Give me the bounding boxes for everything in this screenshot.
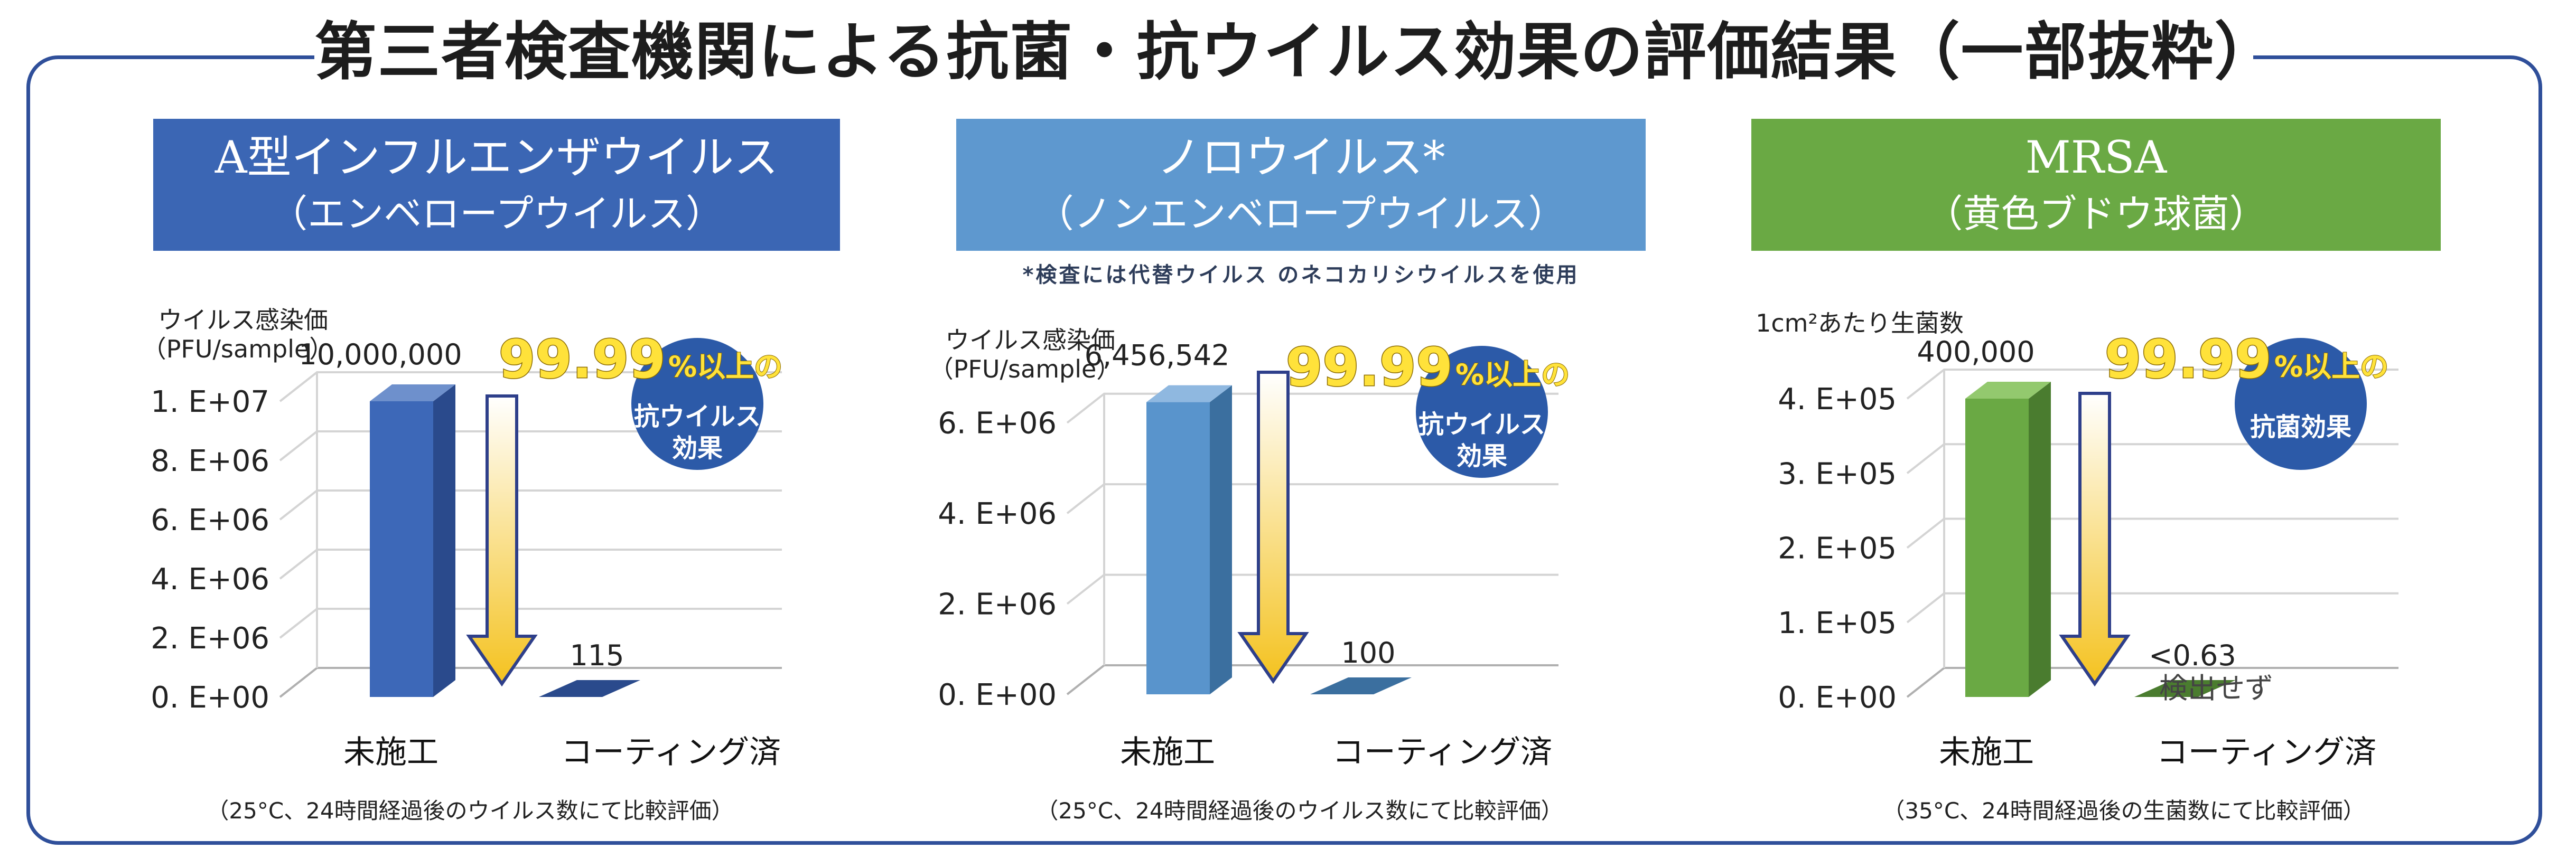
- down-arrow: [1237, 371, 1309, 684]
- evaluation-footnote: （35°C、24時間経過後の生菌数にて比較評価）: [1882, 798, 2365, 824]
- data-label: 6,456,542: [1085, 339, 1230, 372]
- bar-side: [1210, 385, 1232, 694]
- callout-suffix: %以上の: [1455, 358, 1570, 391]
- bar-top: [1146, 385, 1232, 402]
- gridline: [1066, 483, 1558, 514]
- bar-chart-mrsa: 0. E+00 1. E+05 2. E+05 3. E+05 4. E+05 1cm²あ…: [1756, 309, 2398, 824]
- bar-side: [2029, 382, 2051, 697]
- panel-header: ノロウイルス* （ノンエンベロープウイルス）: [956, 119, 1646, 251]
- y-tick-label: 0. E+00: [938, 678, 1057, 712]
- panel-influenza: A型インフルエンザウイルス （エンベロープウイルス） 0. E+00 2. E+0…: [137, 0, 946, 858]
- panel-header-line2: （ノンエンベロープウイルス）: [1035, 191, 1566, 236]
- gridline: [279, 489, 782, 521]
- callout-text-line1: 抗ウイルス: [634, 402, 761, 431]
- y-axis-label: ウイルス感染価: [158, 306, 328, 334]
- bar: [1310, 677, 1412, 694]
- panel-header-line1: ノロウイルス*: [1156, 131, 1445, 183]
- bar-side: [433, 384, 455, 697]
- down-arrow: [466, 394, 538, 687]
- category-label: 未施工: [343, 734, 438, 771]
- panel-header-line2: （エンベロープウイルス）: [269, 191, 724, 236]
- y-tick-label: 4. E+06: [151, 562, 269, 597]
- y-tick-label: 2. E+06: [938, 588, 1057, 622]
- panel-norovirus: ノロウイルス* （ノンエンベロープウイルス） *検査には代替ウイルス のネコカリ…: [909, 0, 1717, 858]
- callout-circle: [631, 338, 763, 470]
- bar: [370, 401, 433, 697]
- callout-text-line2: 効果: [1457, 441, 1507, 471]
- down-arrow: [2059, 392, 2131, 687]
- y-tick-label: 6. E+06: [938, 407, 1057, 441]
- panel-header-line2: （黄色ブドウ球菌）: [1925, 191, 2267, 236]
- y-tick-label: 2. E+06: [151, 621, 269, 656]
- callout-circle: [1416, 346, 1548, 478]
- gridline: [279, 549, 782, 580]
- baseline: [1066, 664, 1558, 695]
- y-tick-label: 8. E+06: [151, 444, 269, 478]
- bar: [1965, 399, 2029, 697]
- bar: [539, 680, 640, 697]
- callout-suffix: %以上の: [2274, 350, 2388, 383]
- callout-circle: [2235, 338, 2367, 470]
- data-label: <0.63: [2149, 639, 2236, 672]
- callout-suffix: %以上の: [668, 350, 782, 383]
- bar-top: [370, 384, 455, 401]
- category-label: コーティング済: [2157, 734, 2376, 771]
- y-tick-label: 1. E+07: [151, 385, 269, 419]
- panel-header: MRSA （黄色ブドウ球菌）: [1751, 119, 2441, 251]
- gridline: [279, 608, 782, 639]
- page-title: 第三者検査機関による抗菌・抗ウイルス効果の評価結果（一部抜粋）: [314, 4, 2276, 99]
- callout-number: 99.99: [1286, 336, 1453, 398]
- bar: [1146, 402, 1210, 694]
- y-axis-unit: （PFU/sample）: [929, 355, 1121, 383]
- evaluation-footnote: （25°C、24時間経過後のウイルス数にて比較評価）: [1036, 798, 1563, 824]
- data-label: 115: [570, 639, 624, 672]
- y-tick-label: 3. E+05: [1778, 457, 1897, 491]
- substitute-virus-note: *検査には代替ウイルス のネコカリシウイルスを使用: [1022, 263, 1580, 287]
- panel-mrsa: MRSA （黄色ブドウ球菌） 0. E+00 1. E+05 2. E+05 3. E…: [1701, 0, 2509, 858]
- data-label: 10,000,000: [298, 338, 462, 371]
- bar-chart-influenza: 0. E+00 2. E+06 4. E+06 6. E+06 8. E+06 1. E+…: [142, 306, 783, 824]
- data-label: 100: [1341, 636, 1395, 670]
- baseline: [279, 667, 782, 698]
- callout-text-line1: 抗ウイルス: [1418, 410, 1545, 439]
- panel-header-line1: MRSA: [2025, 131, 2167, 183]
- panel-header: A型インフルエンザウイルス （エンベロープウイルス）: [153, 119, 840, 251]
- category-label: 未施工: [1120, 734, 1215, 771]
- y-axis-label: 1cm²あたり生菌数: [1756, 309, 1964, 337]
- category-label: コーティング済: [1332, 734, 1552, 771]
- callout-text-line1: 抗菌効果: [2250, 412, 2351, 442]
- gridline: [1066, 573, 1558, 605]
- y-tick-label: 0. E+00: [151, 681, 269, 715]
- data-label-extra: 検出せず: [2159, 672, 2273, 705]
- callout-text-line2: 効果: [672, 433, 723, 463]
- y-axis-unit: （PFU/sample）: [142, 335, 334, 363]
- y-tick-label: 4. E+06: [938, 497, 1057, 531]
- y-tick-label: 1. E+05: [1778, 606, 1897, 640]
- y-tick-label: 6. E+06: [151, 503, 269, 538]
- evaluation-footnote: （25°C、24時間経過後のウイルス数にて比較評価）: [207, 798, 733, 824]
- y-tick-label: 0. E+00: [1778, 681, 1897, 715]
- bar: [2134, 680, 2236, 697]
- bar-top: [1965, 382, 2051, 399]
- y-axis-label: ウイルス感染価: [945, 326, 1115, 354]
- bar-chart-norovirus: 0. E+00 2. E+06 4. E+06 6. E+06 ウイルス感染価（PFU/…: [929, 326, 1570, 824]
- callout-number: 99.99: [2105, 328, 2272, 390]
- y-tick-label: 4. E+05: [1778, 382, 1897, 417]
- panel-header-line1: A型インフルエンザウイルス: [214, 131, 779, 183]
- category-label: コーティング済: [561, 734, 781, 771]
- callout-number: 99.99: [499, 328, 666, 390]
- y-tick-label: 2. E+05: [1778, 532, 1897, 566]
- category-label: 未施工: [1939, 734, 2034, 771]
- data-label: 400,000: [1917, 335, 2034, 369]
